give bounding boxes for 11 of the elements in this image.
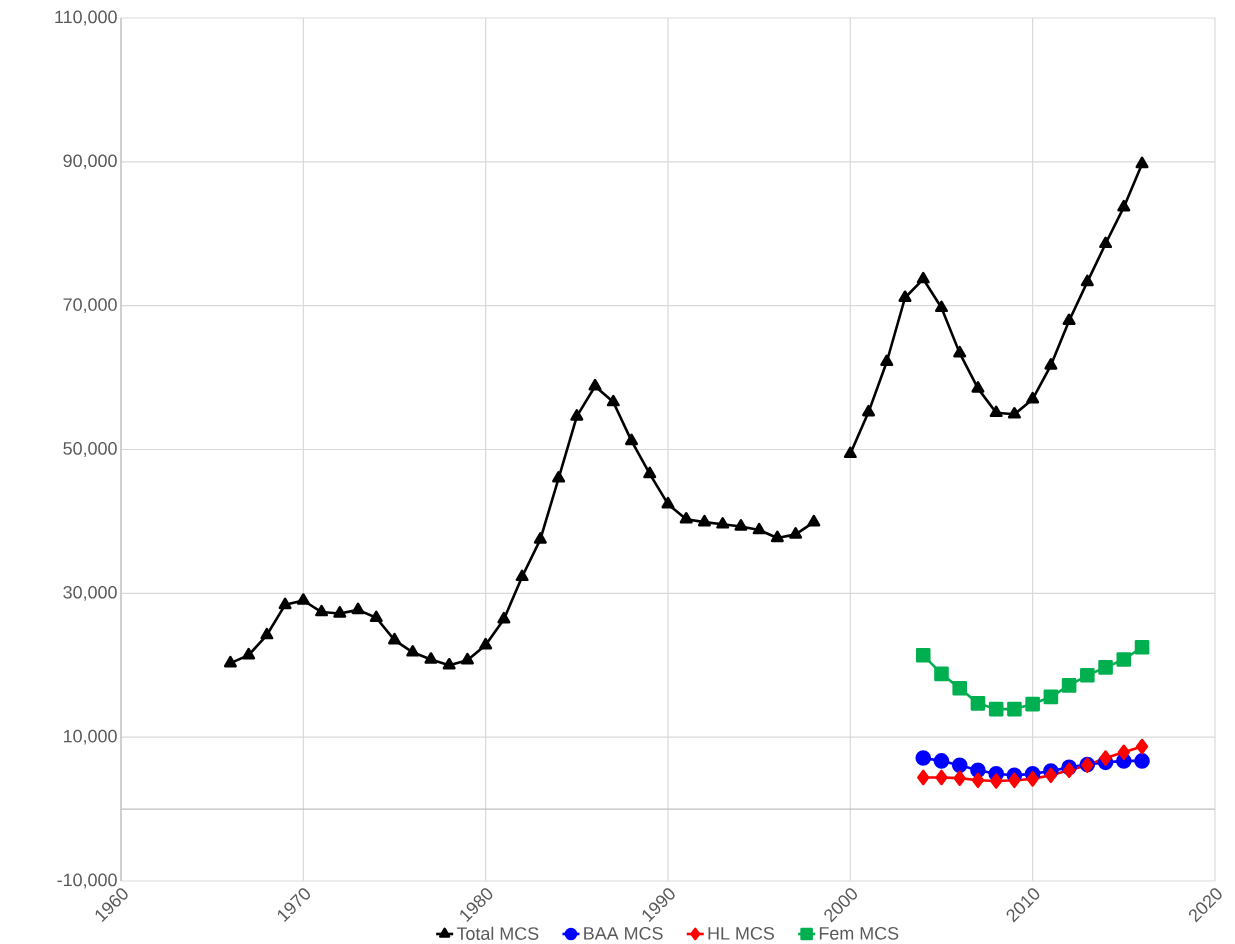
y-tick-label: 70,000	[63, 298, 117, 314]
y-tick-label: 90,000	[63, 154, 117, 170]
y-tick-label: 110,000	[55, 10, 117, 26]
y-tick-label: -10,000	[57, 873, 117, 889]
y-tick-label: 30,000	[63, 585, 117, 601]
legend-label: Total MCS	[456, 926, 539, 940]
y-tick-label: 10,000	[63, 729, 117, 745]
legend-label: Fem MCS	[819, 926, 899, 940]
legend-label: HL MCS	[708, 926, 774, 940]
legend-label: BAA MCS	[584, 926, 663, 940]
y-tick-label: 50,000	[63, 442, 117, 457]
